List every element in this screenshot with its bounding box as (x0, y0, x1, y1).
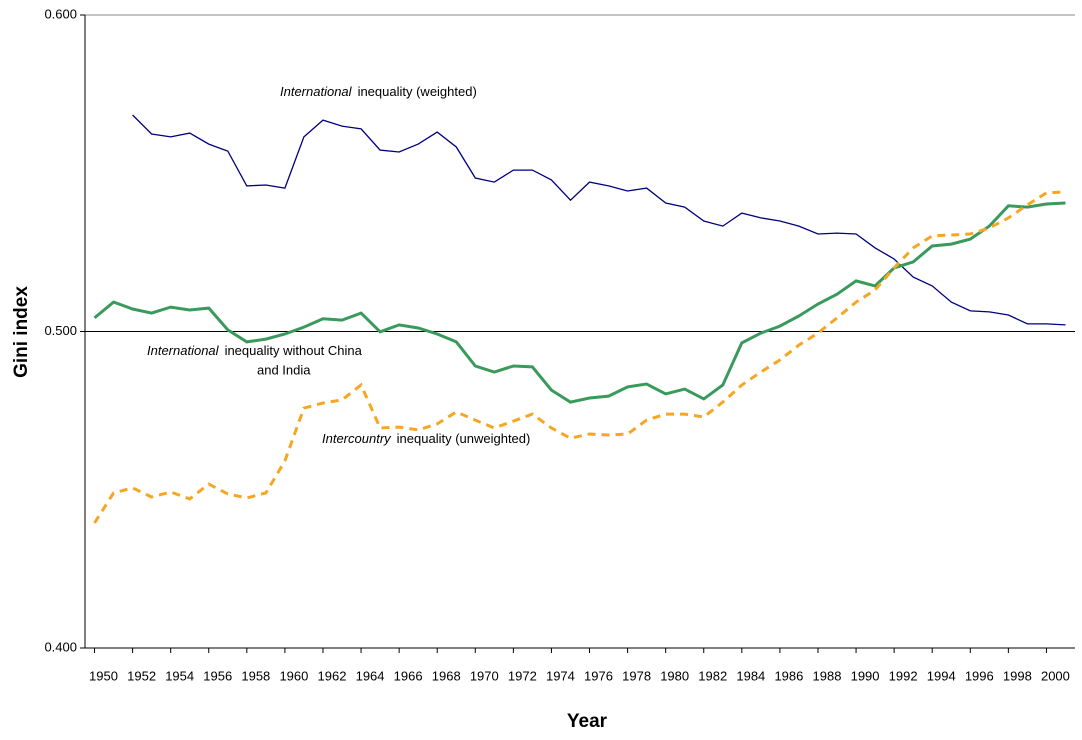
x-tick-label: 1962 (318, 668, 347, 683)
x-tick-label: 1964 (356, 668, 385, 683)
x-tick-label: 1986 (774, 668, 803, 683)
x-tick-label: 1992 (889, 668, 918, 683)
annotation-emphasis: Intercountry (322, 431, 392, 446)
annotation-text: inequality (unweighted) (397, 431, 531, 446)
annotation-line: International inequality without China (147, 343, 363, 358)
x-tick-label: 1990 (851, 668, 880, 683)
annotation-line: Intercountry inequality (unweighted) (322, 431, 530, 446)
annotation-emphasis: International (280, 84, 353, 99)
x-tick-label: 1984 (736, 668, 765, 683)
x-tick-label: 1970 (470, 668, 499, 683)
x-tick-label: 1998 (1003, 668, 1032, 683)
x-tick-label: 1994 (927, 668, 956, 683)
x-tick-label: 1980 (660, 668, 689, 683)
x-tick-label: 1972 (508, 668, 537, 683)
x-tick-label: 1966 (394, 668, 423, 683)
x-tick-label: 1968 (432, 668, 461, 683)
x-tick-label: 1982 (698, 668, 727, 683)
x-tick-label: 1974 (546, 668, 575, 683)
y-tick-label: 0.600 (44, 6, 77, 21)
x-tick-label: 1954 (165, 668, 194, 683)
y-axis-title: Gini index (11, 286, 32, 378)
x-tick-label: 1950 (89, 668, 118, 683)
x-tick-label: 1956 (203, 668, 232, 683)
annotation-line: and India (257, 362, 311, 377)
x-tick-label: 1960 (279, 668, 308, 683)
x-tick-label: 1976 (584, 668, 613, 683)
annotation: International inequality without China and… (147, 343, 363, 377)
x-tick-label: 1958 (241, 668, 270, 683)
annotation-emphasis: International (147, 343, 220, 358)
x-tick-label: 1988 (813, 668, 842, 683)
annotation-line: International inequality (weighted) (280, 84, 477, 99)
series-line (93, 190, 1066, 524)
y-tick-label: 0.500 (44, 323, 77, 338)
x-tick-label: 1978 (622, 668, 651, 683)
x-axis-title: Year (567, 711, 608, 732)
series-line (132, 114, 1066, 326)
series-line (93, 201, 1066, 404)
x-tick-label: 1952 (127, 668, 156, 683)
annotation: International inequality (weighted) (280, 84, 477, 99)
x-tick-label: 1996 (965, 668, 994, 683)
annotation: Intercountry inequality (unweighted) (322, 431, 530, 446)
annotation-text: inequality (weighted) (358, 84, 477, 99)
y-tick-label: 0.400 (44, 639, 77, 654)
x-tick-label: 2000 (1041, 668, 1070, 683)
annotation-text: inequality without China (225, 343, 363, 358)
